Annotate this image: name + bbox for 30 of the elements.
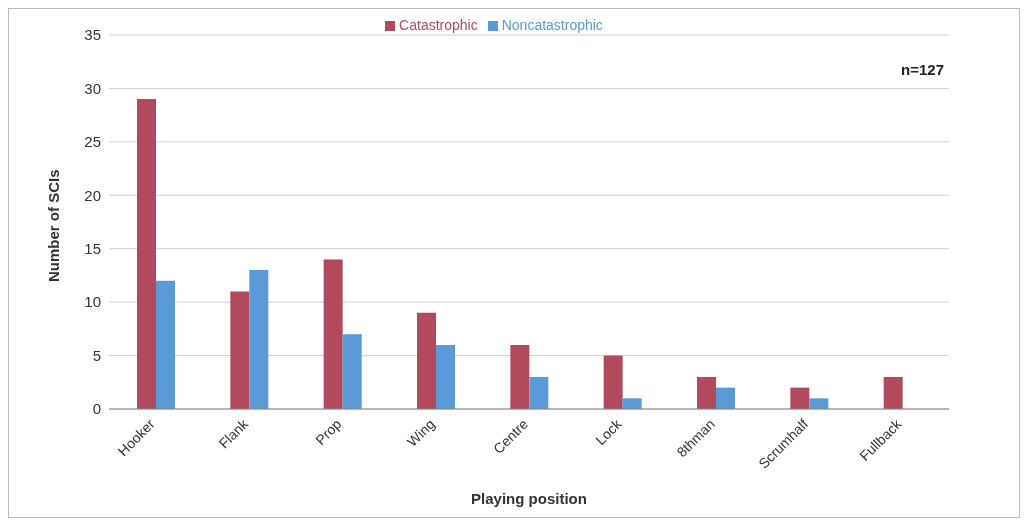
bar	[323, 259, 343, 409]
bar	[510, 344, 530, 409]
bar	[436, 344, 455, 409]
y-tick-label: 30	[84, 79, 101, 97]
y-tick-label: 25	[84, 133, 101, 151]
bar	[697, 376, 716, 409]
bar	[156, 280, 175, 409]
y-tick-label: 35	[84, 26, 101, 44]
bar	[809, 398, 829, 409]
y-tick-label: 20	[84, 186, 101, 204]
bar	[716, 387, 735, 409]
bar	[883, 376, 903, 409]
bar	[342, 334, 362, 409]
y-tick-label: 15	[84, 240, 101, 258]
bar	[137, 99, 156, 409]
y-tick-label: 5	[92, 346, 101, 364]
x-axis-title: Playing position	[471, 490, 587, 507]
bar	[603, 355, 623, 409]
annotation: n=127	[901, 61, 944, 78]
bar	[622, 398, 642, 409]
legend-label: Noncatastrophic	[501, 17, 603, 33]
bar	[249, 270, 269, 409]
legend-label: Catastrophic	[399, 17, 478, 33]
bar	[529, 376, 549, 409]
y-tick-label: 0	[92, 400, 101, 418]
y-tick-label: 10	[84, 293, 101, 311]
bar	[790, 387, 810, 409]
y-axis-title: Number of SCIs	[45, 169, 63, 282]
bar	[230, 291, 250, 409]
bar	[417, 312, 436, 409]
